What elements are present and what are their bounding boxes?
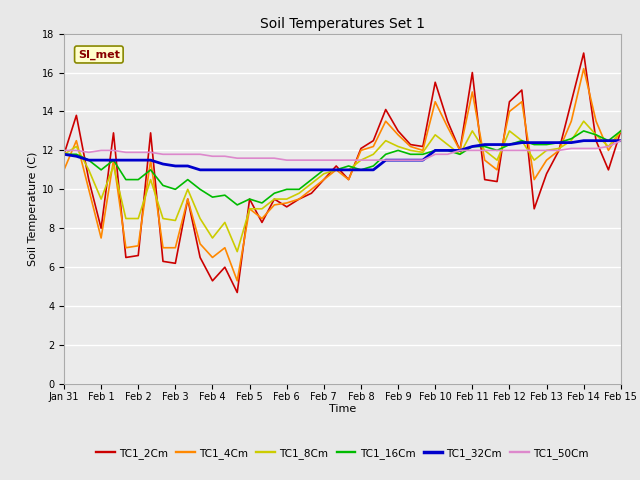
Title: Soil Temperatures Set 1: Soil Temperatures Set 1	[260, 17, 425, 31]
Y-axis label: Soil Temperature (C): Soil Temperature (C)	[28, 152, 38, 266]
X-axis label: Time: Time	[329, 405, 356, 414]
Text: SI_met: SI_met	[78, 49, 120, 60]
Legend: TC1_2Cm, TC1_4Cm, TC1_8Cm, TC1_16Cm, TC1_32Cm, TC1_50Cm: TC1_2Cm, TC1_4Cm, TC1_8Cm, TC1_16Cm, TC1…	[92, 444, 593, 463]
